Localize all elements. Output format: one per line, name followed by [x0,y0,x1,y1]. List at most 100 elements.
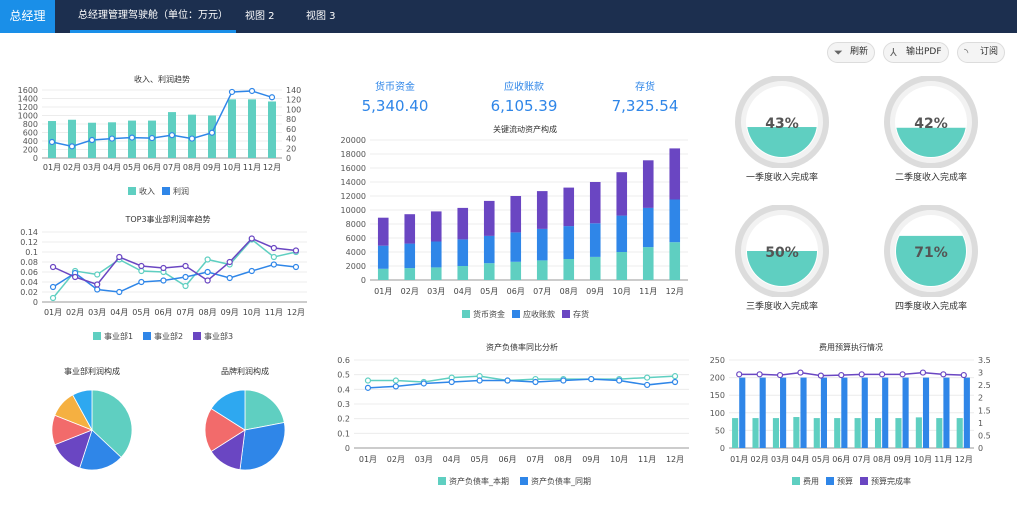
y-tick-label: 50 [715,426,725,435]
legend-label: 利润 [173,186,189,196]
gauge-percent: 71% [914,245,948,261]
y-tick-label: 10000 [341,206,366,215]
series-point [504,377,511,384]
y2-tick-label: 100 [286,105,301,114]
stacked-bar-segment [536,191,548,229]
legend-swatch [143,332,151,340]
y-tick-label: 0.14 [20,228,38,237]
series-point [420,380,427,387]
y2-tick-label: 0 [286,154,291,163]
kpi-receivables: 应收账款 6,105.39 [484,78,564,115]
tab-view-3[interactable]: 视图 3 [306,11,336,22]
x-tick-label: 05月 [812,455,830,464]
export-pdf-button[interactable]: ⅄ 输出PDF [883,42,949,63]
budget-execution-chart: 费用预算执行情况 0 50 100 150 200 250 0 0.5 1 1.5 2 2.5 3 3.5 0… [710,342,991,486]
series-point [364,384,372,391]
y-tick-label: 0.12 [20,238,38,247]
series-point [204,256,211,263]
series-point [116,253,123,261]
series-point [182,282,189,290]
stacked-bar-segment [430,267,442,280]
gauge-q3: 50% [727,204,837,301]
tab-view-2[interactable]: 视图 2 [245,11,275,22]
series-point [94,271,101,278]
bar-expense [854,418,861,448]
x-tick-label: 01月 [44,308,62,317]
stacked-bar-segment [377,245,389,269]
series-line [52,237,297,286]
stacked-bar-segment [430,211,442,242]
chart-title: 关键流动资产构成 [493,124,557,134]
stacked-bar-segment [642,207,654,248]
x-tick-label: 10月 [223,163,241,172]
y-tick-label: 150 [710,391,725,400]
y-tick-label: 4000 [346,248,366,257]
bar-expense [936,418,943,448]
point-completion [838,371,845,379]
rss-icon: ◝ [964,46,969,59]
legend-swatch [193,332,201,340]
series-point [49,294,57,302]
y2-tick-label: 0 [978,444,983,453]
chart-title: TOP3事业部利润率趋势 [124,214,210,224]
stacked-bar-segment [483,263,495,280]
series-point [72,273,79,281]
stacked-bar-segment [589,223,601,257]
point-completion [919,369,927,376]
x-tick-label: 04月 [103,163,121,172]
pie-slice [91,389,133,458]
legend-label: 货币资金 [473,309,505,319]
legend-label: 预算完成率 [871,476,911,486]
x-tick-label: 06月 [143,163,161,172]
y-tick-label: 0.2 [337,415,350,424]
gauge-q4-svg: 71% [884,204,978,298]
x-tick-label: 02月 [751,455,769,464]
stacked-bar-segment [616,215,628,252]
top-nav-bar: 总经理 总经理管理驾驶舱（单位：万元） 视图 2 视图 3 [0,0,1017,33]
pie-slice [239,422,286,471]
bar-revenue [228,99,236,158]
refresh-button[interactable]: ⏷ 刷新 [827,42,876,63]
x-tick-label: 11月 [638,455,656,464]
gauge-percent: 43% [765,116,799,132]
pie-slice [72,389,93,431]
current-assets-chart: 关键流动资产构成 0 2000 4000 6000 8000 10000 12000 14000… [341,124,688,319]
bar-budget [963,377,970,448]
legend-label: 事业部2 [154,331,183,341]
subscribe-button[interactable]: ◝ 订阅 [957,42,1006,63]
stacked-bar-segment [510,196,522,233]
chart-title: 资产负债率同比分析 [486,342,558,352]
series-point [226,258,233,266]
series-point [138,262,145,270]
legend-label: 存货 [573,309,589,319]
chart-title: 事业部利润构成 [64,366,120,376]
kpi-value: 5,340.40 [361,97,429,115]
series-point [270,244,277,252]
legend-swatch [462,310,470,318]
legend-swatch [438,477,446,485]
x-tick-label: 10月 [613,287,631,296]
y-tick-label: 0.4 [337,385,350,394]
point-profit [268,94,276,101]
x-tick-label: 09月 [221,308,239,317]
x-tick-label: 11月 [243,163,261,172]
x-tick-label: 07月 [163,163,181,172]
stacked-bar-segment [430,241,442,268]
x-tick-label: 03月 [88,308,106,317]
point-profit [68,143,76,150]
y2-tick-label: 1.5 [978,406,991,415]
kpi-label: 存货 [635,82,655,93]
stacked-bar-segment [483,235,495,264]
brand-tab[interactable]: 总经理 [0,0,55,33]
legend-swatch [826,477,834,485]
series-point [588,375,595,383]
stacked-bar-segment [642,247,654,280]
legend-swatch [128,187,136,195]
stacked-bar-segment [616,172,628,216]
series-point [138,278,145,286]
kpi-value: 6,105.39 [490,97,558,115]
tab-dashboard[interactable]: 总经理管理驾驶舱（单位：万元） [70,0,236,33]
series-point [292,247,300,254]
y-tick-label: 100 [710,409,725,418]
point-profit [248,87,256,95]
